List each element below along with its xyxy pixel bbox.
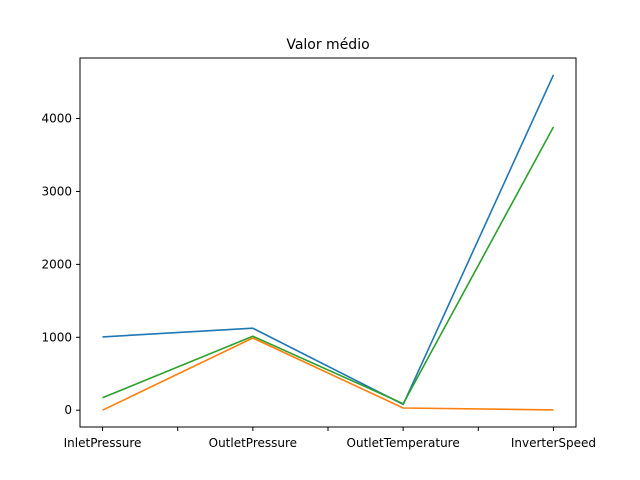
x-tick-label: InletPressure [64,436,142,450]
x-axis: InletPressure OutletPressure OutletTempera… [64,427,596,450]
y-tick-label: 1000 [41,330,72,344]
y-tick-label: 2000 [41,257,72,271]
series-lines [102,74,555,411]
y-axis: 0 1000 2000 3000 4000 [41,112,80,417]
plot-area-frame [79,57,577,428]
y-tick-label: 4000 [41,112,72,126]
y-tick-label: 3000 [41,184,72,198]
x-tick-label: OutletPressure [209,436,297,450]
y-tick-label: 0 [64,403,72,417]
series-line-2 [102,337,554,411]
series-line-3 [102,126,555,405]
series-line-1 [102,74,555,406]
x-tick-label: OutletTemperature [347,436,460,450]
chart-title: Valor médio [286,37,369,53]
x-tick-label: InverterSpeed [511,436,596,450]
